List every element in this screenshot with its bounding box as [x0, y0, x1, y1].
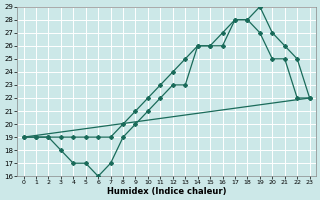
X-axis label: Humidex (Indice chaleur): Humidex (Indice chaleur): [107, 187, 226, 196]
